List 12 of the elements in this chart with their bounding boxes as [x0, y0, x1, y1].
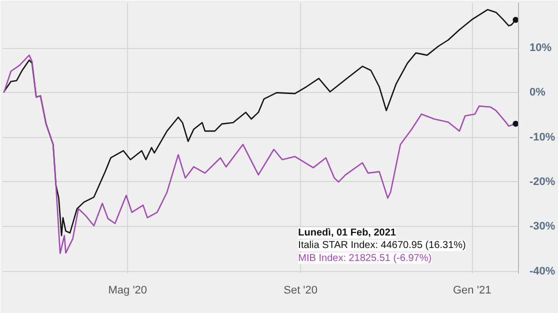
- y-tick-label: -10%: [530, 131, 556, 144]
- y-tick-label: -20%: [530, 176, 556, 188]
- x-tick-label: Gen '21: [453, 284, 492, 296]
- annotation: Lunedì, 01 Feb, 2021: [298, 227, 396, 238]
- y-tick-label: -30%: [530, 220, 556, 233]
- text: Italia STAR Index: 44670.95 (16.31%): [298, 240, 466, 252]
- x-tick-label: Set '20: [284, 284, 318, 296]
- y-tick-label: 10%: [530, 42, 552, 54]
- text: MIB Index: 21825.51 (-6.97%): [298, 252, 432, 264]
- x-tick-label: Mag '20: [108, 284, 148, 296]
- y-tick-label: 0%: [530, 86, 546, 99]
- y-tick-label: -40%: [530, 265, 556, 278]
